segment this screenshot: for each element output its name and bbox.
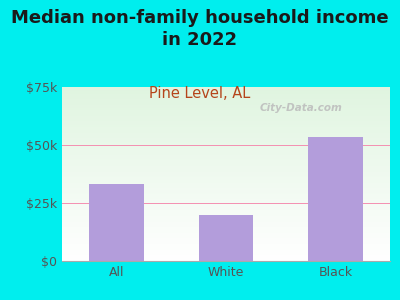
Text: Pine Level, AL: Pine Level, AL	[149, 85, 251, 100]
Text: Median non-family household income
in 2022: Median non-family household income in 20…	[11, 9, 389, 49]
Text: City-Data.com: City-Data.com	[260, 103, 343, 113]
Bar	[89, 184, 144, 261]
Bar	[308, 137, 363, 261]
Bar	[199, 214, 253, 261]
